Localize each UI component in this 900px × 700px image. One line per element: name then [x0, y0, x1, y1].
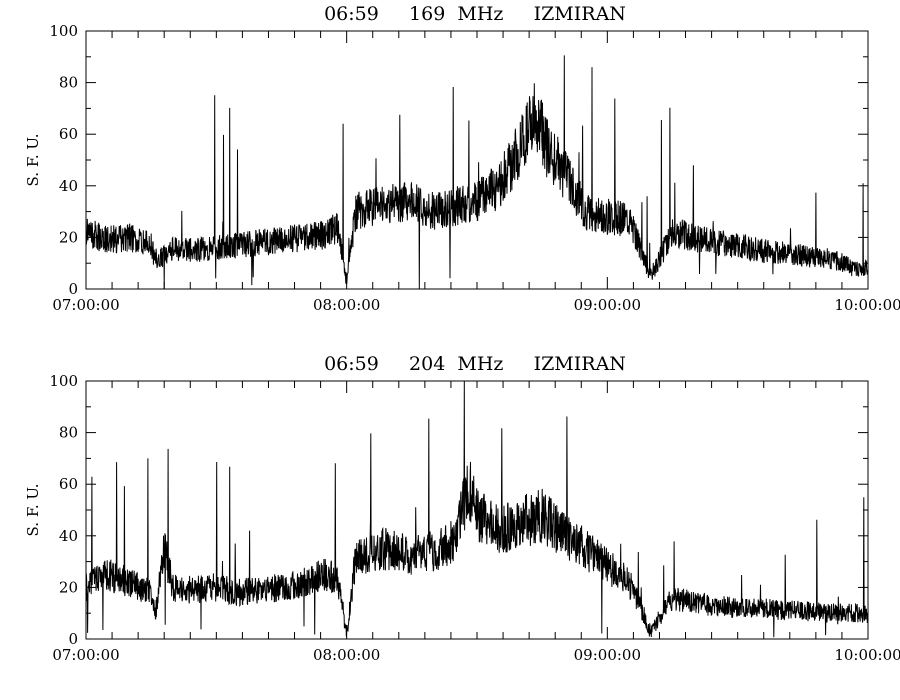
chart-panel-169mhz: 06:59 169 MHz IZMIRAN S. F. U. 0 20 40 60 80…	[24, 3, 900, 314]
y-axis-label: S. F. U.	[24, 484, 42, 537]
chart-title: 06:59 169 MHz IZMIRAN	[324, 3, 626, 25]
x-tick-labels: 07:00:00 08:00:00 09:00:00 10:00:00	[52, 646, 900, 664]
x-tick-label: 07:00:00	[52, 646, 119, 664]
x-tick-label: 08:00:00	[313, 646, 380, 664]
y-tick-label: 60	[59, 125, 78, 143]
series-line	[85, 380, 869, 638]
y-tick-labels: 0 20 40 60 80 100	[49, 22, 78, 298]
y-tick-label: 80	[59, 74, 78, 92]
y-tick-label: 20	[59, 578, 78, 596]
x-tick-label: 10:00:00	[834, 646, 900, 664]
x-tick-label: 09:00:00	[574, 296, 641, 314]
tick-marks	[85, 380, 869, 640]
y-tick-label: 100	[49, 22, 78, 40]
x-tick-label: 07:00:00	[52, 296, 119, 314]
y-tick-label: 20	[59, 228, 78, 246]
y-tick-label: 60	[59, 475, 78, 493]
chart-title: 06:59 204 MHz IZMIRAN	[324, 353, 626, 375]
y-tick-labels: 0 20 40 60 80 100	[49, 372, 78, 648]
x-tick-label: 09:00:00	[574, 646, 641, 664]
y-axis-label: S. F. U.	[24, 134, 42, 187]
y-tick-label: 0	[68, 630, 78, 648]
y-tick-label: 40	[59, 527, 78, 545]
x-tick-label: 10:00:00	[834, 296, 900, 314]
x-tick-label: 08:00:00	[313, 296, 380, 314]
y-tick-label: 80	[59, 424, 78, 442]
x-tick-labels: 07:00:00 08:00:00 09:00:00 10:00:00	[52, 296, 900, 314]
chart-panel-204mhz: 06:59 204 MHz IZMIRAN S. F. U. 0 20 40 60 80…	[24, 353, 900, 664]
series-line	[85, 55, 869, 289]
y-tick-label: 100	[49, 372, 78, 390]
y-tick-label: 40	[59, 177, 78, 195]
y-tick-label: 0	[68, 280, 78, 298]
